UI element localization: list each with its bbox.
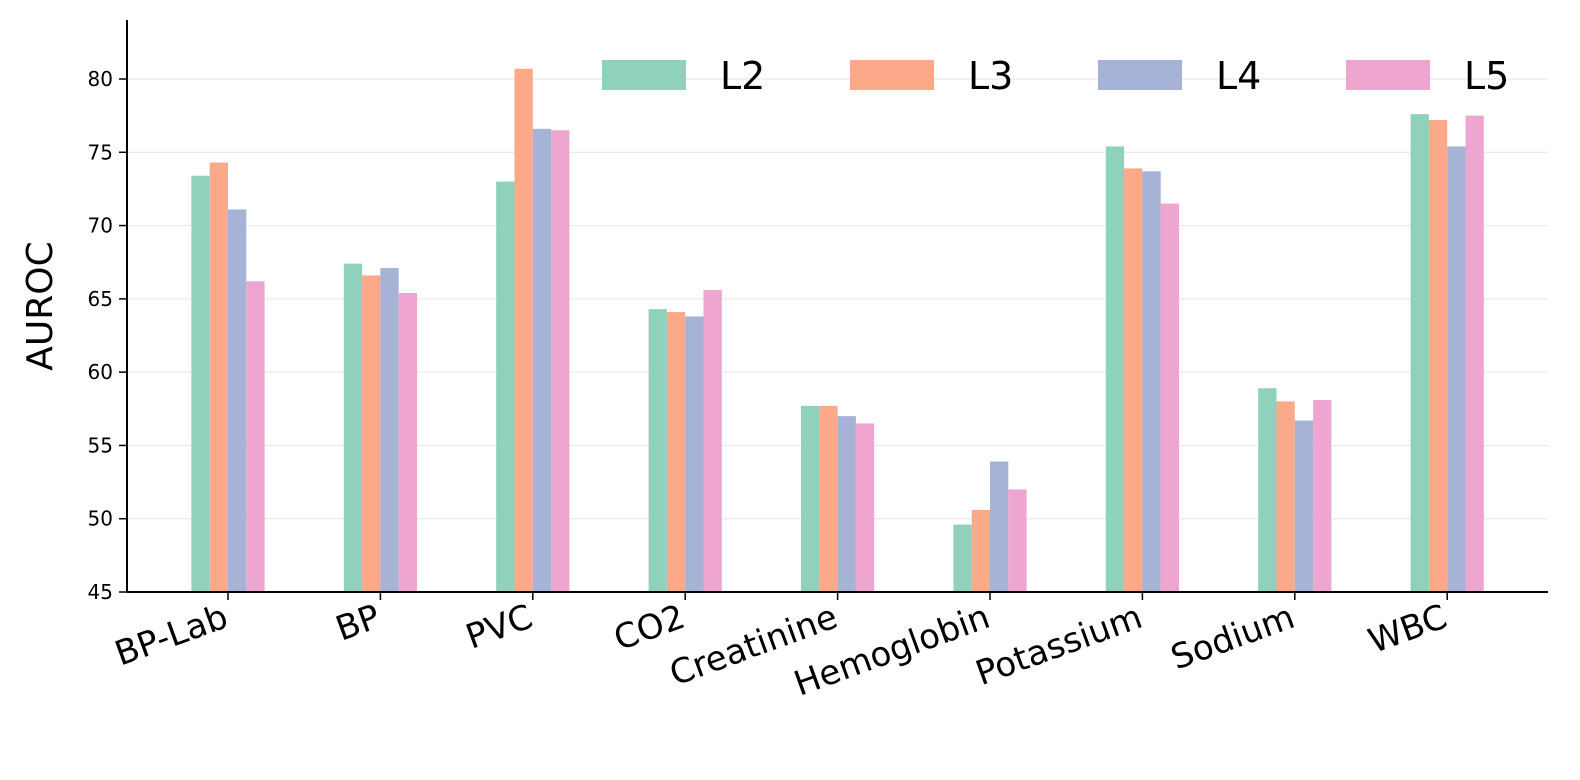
bar-l5-hemoglobin bbox=[1008, 489, 1027, 592]
bar-l2-creatinine bbox=[801, 405, 820, 592]
bar-l5-potassium bbox=[1160, 203, 1179, 593]
y-tick-label: 75 bbox=[88, 140, 113, 164]
bar-l3-wbc bbox=[1428, 120, 1448, 592]
x-tick-label: Sodium bbox=[1166, 597, 1300, 678]
bar-l4-hemoglobin bbox=[990, 461, 1009, 592]
bar-l4-co2 bbox=[685, 316, 704, 592]
bar-l2-bp-lab bbox=[191, 175, 210, 593]
x-tick-label: BP bbox=[331, 597, 386, 650]
legend: L2 L3 L4 L5 bbox=[602, 54, 1509, 98]
bar-l3-co2 bbox=[666, 312, 686, 592]
legend-swatch-l3 bbox=[850, 60, 934, 90]
x-tick-label: CO2 bbox=[609, 597, 690, 659]
x-tick-label: Potassium bbox=[970, 597, 1147, 694]
bar-l2-potassium bbox=[1105, 146, 1125, 592]
bar-l2-sodium bbox=[1258, 388, 1277, 592]
bar-l3-potassium bbox=[1124, 168, 1143, 592]
bar-l2-wbc bbox=[1410, 114, 1429, 593]
bar-l4-pvc bbox=[532, 128, 552, 592]
legend-swatch-l5 bbox=[1346, 60, 1430, 90]
legend-label-l2: L2 bbox=[720, 54, 765, 98]
y-ticks: 45 50 55 60 65 70 75 80 bbox=[88, 67, 127, 604]
bar-l4-creatinine bbox=[837, 416, 856, 592]
bars bbox=[191, 68, 1484, 593]
y-tick-label: 65 bbox=[88, 287, 113, 311]
bar-l3-sodium bbox=[1276, 401, 1295, 592]
y-tick-label: 45 bbox=[88, 580, 113, 604]
legend-label-l3: L3 bbox=[968, 54, 1013, 98]
legend-label-l5: L5 bbox=[1464, 54, 1509, 98]
bar-l5-sodium bbox=[1313, 399, 1332, 592]
x-tick-label: WBC bbox=[1363, 597, 1452, 662]
bar-l3-pvc bbox=[514, 68, 533, 593]
bar-l3-creatinine bbox=[819, 405, 838, 592]
bar-l2-co2 bbox=[648, 309, 667, 592]
legend-swatch-l4 bbox=[1098, 60, 1182, 90]
bar-l2-hemoglobin bbox=[953, 524, 972, 592]
bar-l2-pvc bbox=[496, 181, 515, 592]
bar-l4-potassium bbox=[1142, 171, 1161, 592]
bar-l4-wbc bbox=[1447, 146, 1466, 592]
x-tick-label: PVC bbox=[461, 597, 538, 658]
y-axis-title: AUROC bbox=[20, 241, 61, 370]
bar-l3-hemoglobin bbox=[971, 509, 990, 592]
bar-l5-bp-lab bbox=[246, 281, 265, 592]
x-ticks: BP-Lab BP PVC CO2CreatinineHemoglobinPotass… bbox=[110, 592, 1452, 705]
y-tick-label: 50 bbox=[88, 507, 113, 531]
bar-l4-bp-lab bbox=[228, 209, 247, 592]
bar-l5-pvc bbox=[551, 130, 570, 593]
legend-swatch-l2 bbox=[602, 60, 686, 90]
bar-l5-wbc bbox=[1465, 115, 1484, 593]
bar-l5-creatinine bbox=[855, 423, 875, 592]
x-tick-label: BP-Lab bbox=[110, 597, 233, 675]
bar-l3-bp bbox=[362, 275, 381, 592]
y-tick-label: 70 bbox=[88, 214, 113, 238]
bar-l3-bp-lab bbox=[209, 162, 228, 592]
bar-l4-bp bbox=[380, 268, 399, 592]
bar-l5-co2 bbox=[703, 290, 722, 592]
y-tick-label: 80 bbox=[88, 67, 113, 91]
bar-l2-bp bbox=[343, 263, 363, 592]
y-tick-label: 60 bbox=[88, 360, 113, 384]
bar-l5-bp bbox=[398, 292, 417, 592]
legend-label-l4: L4 bbox=[1216, 54, 1261, 98]
bar-l4-sodium bbox=[1294, 420, 1314, 592]
y-tick-label: 55 bbox=[88, 433, 113, 457]
